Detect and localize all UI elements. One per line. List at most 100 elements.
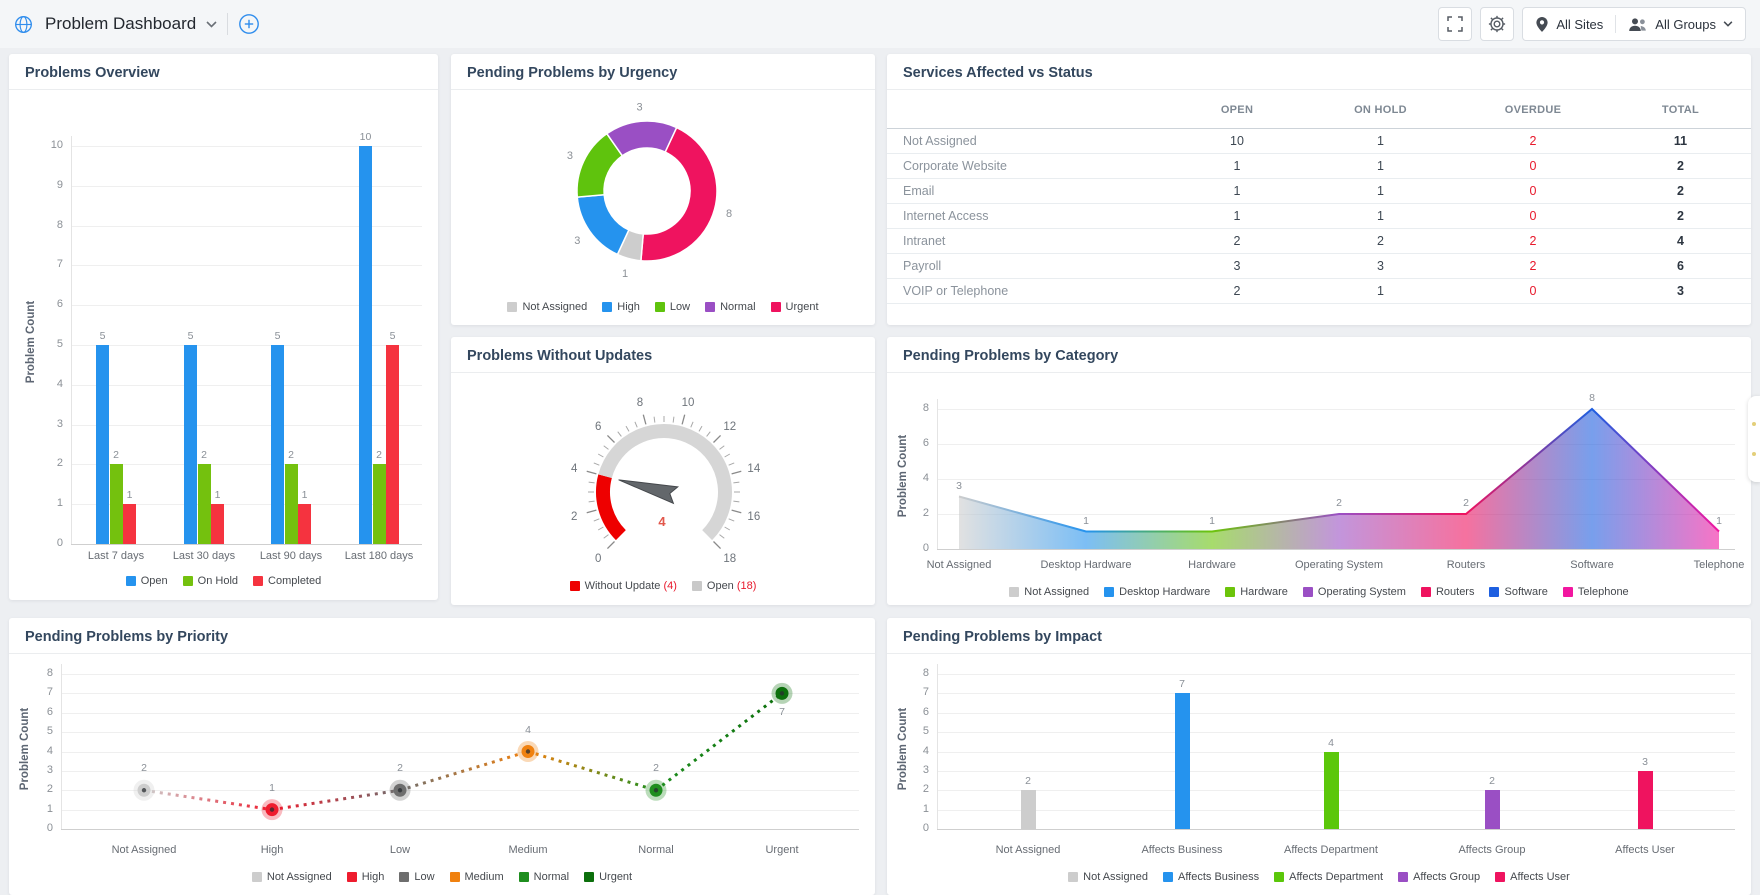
fullscreen-button[interactable] [1438, 7, 1473, 41]
x-tick-label: Routers [1446, 559, 1486, 571]
legend-item[interactable]: Completed [253, 575, 321, 587]
legend-item[interactable]: Telephone [1562, 586, 1629, 598]
legend-item[interactable]: Urgent [584, 871, 632, 883]
legend-item[interactable]: Urgent [770, 301, 819, 313]
dashboard-switcher[interactable]: Problem Dashboard [14, 13, 260, 35]
legend-item[interactable]: Desktop Hardware [1104, 586, 1210, 598]
bar[interactable] [298, 504, 311, 544]
legend-item[interactable]: Low [399, 871, 435, 883]
count-cell: 0 [1456, 153, 1610, 179]
legend-item[interactable]: Medium [449, 871, 504, 883]
bar[interactable] [197, 464, 211, 544]
legend-item[interactable]: Low [654, 301, 691, 313]
gauge-tick [606, 541, 615, 550]
legend-label: Not Assigned [1024, 586, 1090, 598]
bar[interactable] [386, 345, 399, 544]
legend-item[interactable]: On Hold [182, 575, 239, 587]
legend-swatch [1009, 587, 1020, 597]
legend-item[interactable]: Routers [1420, 586, 1474, 598]
count-cell: 2 [1456, 253, 1610, 279]
all-groups-button[interactable]: All Groups [1628, 17, 1733, 32]
bar[interactable] [1323, 751, 1339, 829]
legend-label: High [361, 871, 385, 883]
widget-dot [1752, 422, 1756, 426]
bar[interactable] [359, 146, 372, 544]
legend-item[interactable]: Normal [705, 301, 756, 313]
value-label: 5 [99, 330, 106, 342]
table-row[interactable]: Intranet 2 2 2 4 [887, 228, 1751, 254]
gridline [71, 464, 422, 466]
x-tick-label: Operating System [1294, 559, 1384, 571]
x-tick-label: Last 7 days [87, 550, 145, 562]
area-fill[interactable] [959, 409, 1719, 549]
table-row[interactable]: VOIP or Telephone 2 1 0 3 [887, 278, 1751, 304]
table-row[interactable]: Not Assigned 10 1 2 11 [887, 128, 1751, 154]
gauge-tick-label: 8 [637, 397, 643, 409]
legend-item[interactable]: Not Assigned [507, 301, 587, 313]
legend-swatch [584, 872, 595, 882]
gridline [61, 693, 859, 695]
gridline [937, 712, 1735, 714]
legend-item[interactable]: Operating System [1302, 586, 1406, 598]
count-cell: 2 [1169, 228, 1305, 254]
legend-label: On Hold [197, 575, 239, 587]
value-label: 2 [113, 449, 119, 462]
gauge-tick [597, 453, 604, 458]
legend-item[interactable]: Not Assigned [1009, 586, 1089, 598]
slice-label: 3 [567, 150, 573, 162]
legend-item[interactable]: Software [1489, 586, 1548, 598]
legend-item[interactable]: High [346, 871, 385, 883]
legend-item[interactable]: Not Assigned [1068, 871, 1148, 883]
add-dashboard-button[interactable] [238, 13, 260, 35]
legend-label: Completed [268, 575, 322, 587]
all-sites-button[interactable]: All Sites [1535, 16, 1603, 33]
bar[interactable] [184, 345, 197, 544]
legend-item[interactable]: Affects Business [1162, 871, 1259, 883]
bar[interactable] [1484, 790, 1500, 829]
bar[interactable] [211, 504, 224, 544]
legend-swatch [1274, 872, 1285, 882]
gridline [71, 424, 422, 426]
bar[interactable] [109, 464, 123, 544]
y-tick-label: 0 [46, 822, 53, 834]
table-row[interactable]: Internet Access 1 1 0 2 [887, 203, 1751, 229]
legend-item[interactable]: Affects User [1495, 871, 1570, 883]
legend-item[interactable]: Hardware [1225, 586, 1288, 598]
bar[interactable] [372, 464, 386, 544]
gauge-tick [586, 509, 597, 514]
legend-label: Low [669, 301, 691, 313]
count-cell: 2 [1456, 128, 1610, 154]
bar[interactable] [123, 504, 136, 544]
y-tick-label: 4 [46, 744, 53, 757]
gridline [937, 674, 1735, 675]
legend-item[interactable]: Normal [518, 871, 569, 883]
table-row[interactable]: Corporate Website 1 1 0 2 [887, 153, 1751, 179]
donut-segment[interactable] [576, 193, 630, 256]
bar[interactable] [1637, 770, 1653, 829]
legend-item[interactable]: Affects Department [1274, 871, 1383, 883]
count-cell: 1 [1305, 278, 1456, 304]
bar[interactable] [1174, 693, 1190, 829]
legend-swatch [125, 576, 136, 586]
legend-item[interactable]: Open [125, 575, 168, 587]
bar[interactable] [271, 345, 284, 544]
legend-item[interactable]: Open (18) [691, 580, 756, 592]
donut-segment[interactable] [605, 120, 678, 157]
bar[interactable] [96, 345, 109, 544]
donut-segment[interactable] [640, 126, 718, 262]
slice-label: 3 [637, 101, 643, 113]
y-tick-label: 1 [922, 802, 929, 815]
table-row[interactable]: Email 1 1 0 2 [887, 178, 1751, 204]
settings-button[interactable] [1480, 7, 1515, 41]
y-tick-label: 7 [46, 686, 53, 699]
bar[interactable] [1020, 790, 1036, 829]
legend-item[interactable]: Not Assigned [251, 871, 332, 883]
legend-item[interactable]: Without Update (4) [569, 580, 677, 592]
legend-swatch [346, 872, 357, 882]
chevron-down-icon[interactable] [206, 20, 217, 28]
bar[interactable] [284, 464, 298, 544]
table-row[interactable]: Payroll 3 3 2 6 [887, 253, 1751, 279]
legend-item[interactable]: Affects Group [1398, 871, 1480, 883]
legend-item[interactable]: High [602, 301, 640, 313]
side-widget-tab[interactable] [1748, 396, 1760, 482]
